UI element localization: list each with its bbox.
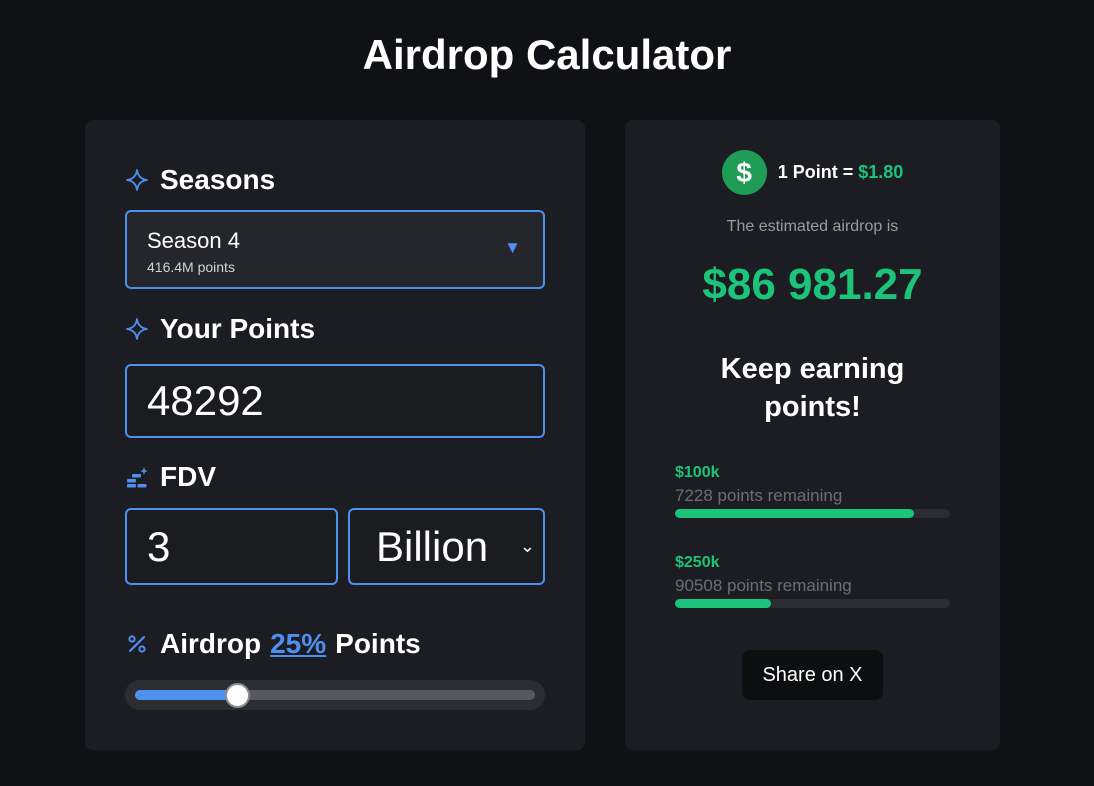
season-select[interactable]: Season 4 416.4M points ▼ <box>125 210 545 289</box>
fdv-input-value: 3 <box>147 522 171 570</box>
coins-sparkle-icon <box>125 465 149 489</box>
slider-fill <box>135 690 239 700</box>
fdv-input[interactable]: 3 <box>125 508 338 585</box>
estimate-value: $86 981.27 <box>702 260 923 309</box>
share-on-x-button[interactable]: Share on X <box>742 650 883 700</box>
slider-rail <box>135 690 535 700</box>
your-points-label: Your Points <box>125 312 315 346</box>
sparkle-icon <box>125 168 149 192</box>
rate-text: 1 Point = $1.80 <box>778 162 904 183</box>
percent-icon <box>125 632 149 656</box>
seasons-label: Seasons <box>125 163 275 197</box>
points-input-value: 48292 <box>147 377 264 424</box>
estimate-label: The estimated airdrop is <box>726 218 899 235</box>
sparkle-icon <box>125 317 149 341</box>
airdrop-percent-slider[interactable] <box>125 680 545 710</box>
caret-down-icon: ▼ <box>504 238 521 257</box>
result-card: $ 1 Point = $1.80 The estimated airdrop … <box>625 120 1000 750</box>
airdrop-label-prefix: Airdrop <box>160 628 262 659</box>
milestone-remaining: 90508 points remaining <box>675 576 852 595</box>
seasons-label-text: Seasons <box>160 164 276 195</box>
fdv-label: FDV <box>125 460 216 494</box>
rate-row: $ 1 Point = $1.80 <box>625 150 1000 195</box>
rate-label: 1 Point = <box>777 162 854 182</box>
fdv-label-text: FDV <box>160 461 216 492</box>
calculator-card: Seasons Season 4 416.4M points ▼ Your Po… <box>85 120 585 750</box>
milestone-remaining: 7228 points remaining <box>675 486 843 505</box>
airdrop-label: Airdrop 25% Points <box>125 627 421 661</box>
points-input[interactable]: 48292 <box>125 364 545 438</box>
milestone-amount: $250k <box>675 554 720 571</box>
milestone-progress-bar <box>675 509 950 518</box>
slider-thumb[interactable] <box>225 683 250 708</box>
fdv-unit-select[interactable]: Billion ⌄ <box>348 508 545 585</box>
page-title: Airdrop Calculator <box>362 31 732 78</box>
airdrop-percent-link[interactable]: 25% <box>270 628 327 659</box>
fdv-unit-value: Billion <box>376 522 489 570</box>
milestone-amount: $100k <box>675 464 720 481</box>
keep-earning-message: Keep earning points! <box>720 353 905 423</box>
season-points: 416.4M points <box>147 259 235 275</box>
milestone-250k: $250k 90508 points remaining <box>675 554 950 608</box>
airdrop-label-suffix: Points <box>335 628 421 659</box>
season-name: Season 4 <box>147 228 240 253</box>
milestone-100k: $100k 7228 points remaining <box>675 464 950 518</box>
your-points-label-text: Your Points <box>160 313 316 344</box>
dollar-icon: $ <box>721 150 767 195</box>
rate-value: $1.80 <box>858 162 904 182</box>
milestone-progress-fill <box>675 599 772 608</box>
milestone-progress-fill <box>675 509 915 518</box>
chevron-down-icon: ⌄ <box>519 536 535 556</box>
milestone-progress-bar <box>675 599 950 608</box>
